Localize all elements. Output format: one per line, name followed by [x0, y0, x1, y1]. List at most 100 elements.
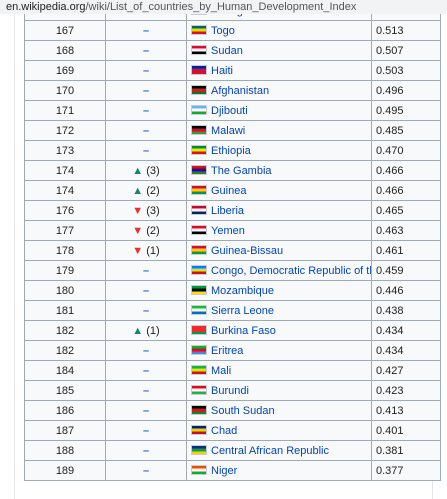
- country-link[interactable]: Central African Republic: [211, 444, 330, 457]
- country-flag-icon: [191, 24, 207, 35]
- country-link[interactable]: Guinea: [211, 184, 247, 197]
- country-link[interactable]: Chad: [211, 424, 238, 437]
- country-link[interactable]: Mali: [211, 364, 232, 377]
- country-link[interactable]: Sierra Leone: [211, 304, 274, 317]
- rank-change-value: (2): [146, 184, 160, 197]
- country-link[interactable]: Yemen: [211, 224, 245, 237]
- table-row: 167 – Togo 0.513: [24, 20, 441, 41]
- steady-icon: –: [142, 384, 150, 397]
- rank-change-cell: –: [105, 440, 187, 461]
- country-cell: Djibouti: [186, 100, 372, 121]
- rank-cell: 176: [24, 200, 106, 221]
- address-bar[interactable]: en.wikipedia.org/wiki/List_of_countries_…: [0, 0, 447, 14]
- rank-cell: 187: [24, 420, 106, 441]
- hdi-value-cell: 0.377: [371, 460, 441, 481]
- country-link[interactable]: The Gambia: [211, 164, 272, 177]
- steady-icon: –: [142, 404, 150, 417]
- country-link[interactable]: Burkina Faso: [211, 324, 276, 337]
- country-link[interactable]: Djibouti: [211, 104, 248, 117]
- rank-change-cell: –: [105, 80, 187, 101]
- country-link[interactable]: Ethiopia: [211, 144, 251, 157]
- rank-cell: 180: [24, 280, 106, 301]
- rank-change-cell: –: [105, 20, 187, 41]
- country-cell: The Gambia: [186, 160, 372, 181]
- rank-change-cell: ▲ (1): [105, 320, 187, 341]
- url-path: /wiki/List_of_countries_by_Human_Develop…: [85, 1, 357, 13]
- table-row: 174 ▲ (2) Guinea 0.466: [24, 180, 441, 201]
- table-row: 169 – Haiti 0.503: [24, 60, 441, 81]
- hdi-value-cell: 0.465: [371, 200, 441, 221]
- country-link[interactable]: Congo, Democratic Republic of the: [211, 264, 372, 277]
- hdi-value-cell: 0.466: [371, 160, 441, 181]
- steady-icon: –: [142, 264, 150, 277]
- country-link[interactable]: South Sudan: [211, 404, 275, 417]
- url-domain: en.wikipedia.org: [6, 1, 86, 13]
- rank-change-cell: –: [105, 60, 187, 81]
- country-link[interactable]: Afghanistan: [211, 84, 270, 97]
- table-row: 171 – Djibouti 0.495: [24, 100, 441, 121]
- country-cell: Chad: [186, 420, 372, 441]
- rank-cell: 178: [24, 240, 106, 261]
- country-link[interactable]: Eritrea: [211, 344, 244, 357]
- hdi-value-cell: 0.401: [371, 420, 441, 441]
- country-cell: Burkina Faso: [186, 320, 372, 341]
- steady-icon: –: [142, 284, 150, 297]
- hdi-value-cell: 0.459: [371, 260, 441, 281]
- country-flag-icon: [191, 284, 207, 295]
- hdi-value-cell: 0.496: [371, 80, 441, 101]
- table-row: 168 – Sudan 0.507: [24, 40, 441, 61]
- country-flag-icon: [191, 364, 207, 375]
- country-link[interactable]: Liberia: [211, 204, 245, 217]
- table-row: 189 – Niger 0.377: [24, 460, 441, 481]
- country-flag-icon: [191, 444, 207, 455]
- rank-change-cell: ▲ (2): [105, 180, 187, 201]
- rank-cell: 185: [24, 380, 106, 401]
- country-cell: Mali: [186, 360, 372, 381]
- rank-cell: 173: [24, 140, 106, 161]
- country-cell: Ethiopia: [186, 140, 372, 161]
- left-margin: [0, 14, 15, 499]
- country-flag-icon: [191, 64, 207, 75]
- hdi-value-cell: 0.470: [371, 140, 441, 161]
- country-cell: Malawi: [186, 120, 372, 141]
- rank-change-cell: –: [105, 280, 187, 301]
- rank-change-cell: –: [105, 140, 187, 161]
- country-link[interactable]: Burundi: [211, 384, 249, 397]
- hdi-value-cell: 0.461: [371, 240, 441, 261]
- rank-cell: 169: [24, 60, 106, 81]
- rank-change-value: (2): [146, 224, 160, 237]
- table-row: 186 – South Sudan 0.413: [24, 400, 441, 421]
- rank-cell: 177: [24, 220, 106, 241]
- table-row: 180 – Mozambique 0.446: [24, 280, 441, 301]
- country-cell: Yemen: [186, 220, 372, 241]
- country-cell: Liberia: [186, 200, 372, 221]
- country-link[interactable]: Sudan: [211, 44, 243, 57]
- country-cell: Congo, Democratic Republic of the: [186, 260, 372, 281]
- table-row: 176 ▼ (3) Liberia 0.465: [24, 200, 441, 221]
- country-link[interactable]: Togo: [211, 24, 235, 37]
- country-link[interactable]: Senegal: [211, 14, 251, 17]
- hdi-value-cell: 0.427: [371, 360, 441, 381]
- country-flag-icon: [191, 324, 207, 335]
- country-link[interactable]: Guinea-Bissau: [211, 244, 284, 257]
- steady-icon: –: [142, 64, 150, 77]
- rank-cell: 171: [24, 100, 106, 121]
- country-link[interactable]: Niger: [211, 464, 238, 477]
- country-cell: South Sudan: [186, 400, 372, 421]
- rank-cell: 179: [24, 260, 106, 281]
- hdi-value-cell: 0.485: [371, 120, 441, 141]
- country-link[interactable]: Mozambique: [211, 284, 274, 297]
- country-flag-icon: [191, 304, 207, 315]
- country-link[interactable]: Malawi: [211, 124, 246, 137]
- country-link[interactable]: Haiti: [211, 64, 234, 77]
- table-row: 182 ▲ (1) Burkina Faso 0.434: [24, 320, 441, 341]
- table-row: 170 – Afghanistan 0.496: [24, 80, 441, 101]
- table-row: 185 – Burundi 0.423: [24, 380, 441, 401]
- steady-icon: –: [142, 124, 150, 137]
- rank-change-value: (3): [146, 164, 160, 177]
- rank-cell: 189: [24, 460, 106, 481]
- table-row: 188 – Central African Republic 0.381: [24, 440, 441, 461]
- table-row: 178 ▼ (1) Guinea-Bissau 0.461: [24, 240, 441, 261]
- table-row: 187 – Chad 0.401: [24, 420, 441, 441]
- table-row: 184 – Mali 0.427: [24, 360, 441, 381]
